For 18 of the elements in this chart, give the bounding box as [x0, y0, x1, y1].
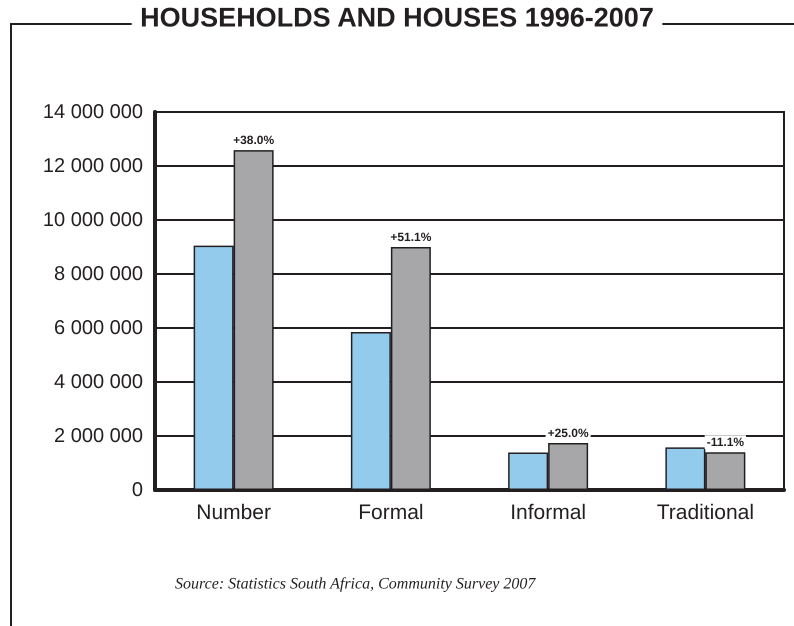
annotation: +25.0%: [548, 426, 589, 440]
chart-title: HOUSEHOLDS AND HOUSES 1996-2007: [140, 2, 654, 32]
y-tick-label: 0: [132, 479, 143, 501]
y-tick-label: 14 000 000: [42, 101, 143, 123]
annotation: +38.0%: [233, 133, 274, 148]
x-tick-label: Traditional: [656, 501, 754, 524]
y-tick-label: 2 000 000: [54, 425, 143, 447]
x-tick-label: Informal: [510, 501, 586, 524]
source-note: Source: Statistics South Africa, Community Survey 2007: [175, 576, 536, 592]
annotation: +51.1%: [390, 230, 432, 244]
y-tick-label: 4 000 000: [54, 371, 143, 393]
y-tick-label: 10 000 000: [42, 209, 143, 231]
x-tick-label: Formal: [358, 501, 424, 524]
annotation: -11.1%: [706, 435, 744, 450]
x-tick-label: Number: [196, 501, 271, 524]
y-tick-label: 12 000 000: [42, 155, 143, 177]
y-tick-label: 8 000 000: [54, 263, 143, 285]
y-tick-label: 6 000 000: [54, 317, 143, 339]
